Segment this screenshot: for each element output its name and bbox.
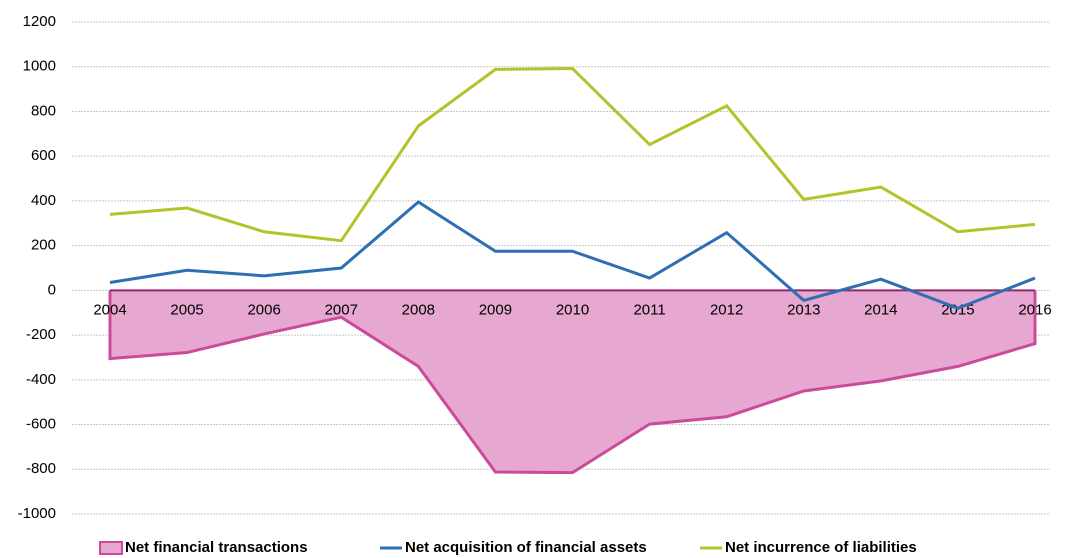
x-tick-label: 2007 [325, 301, 358, 318]
legend-label: Net incurrence of liabilities [725, 539, 917, 556]
y-tick-label: 0 [48, 281, 56, 298]
y-tick-label: 400 [31, 192, 56, 209]
line [109, 67, 1036, 243]
legend-label: Net acquisition of financial assets [405, 539, 647, 556]
y-tick-label: 800 [31, 102, 56, 119]
x-tick-label: 2004 [93, 301, 126, 318]
x-tick-label: 2012 [710, 301, 743, 318]
y-tick-label: 600 [31, 147, 56, 164]
x-tick-label: 2005 [170, 301, 203, 318]
x-tick-label: 2010 [556, 301, 589, 318]
y-tick-label: 1000 [23, 58, 56, 75]
y-tick-label: -1000 [18, 505, 56, 522]
line [109, 200, 1036, 310]
area [110, 290, 1035, 473]
legend-label: Net financial transactions [125, 539, 308, 556]
x-tick-label: 2006 [247, 301, 280, 318]
y-tick-label: -600 [26, 416, 56, 433]
x-tick-label: 2011 [633, 301, 665, 318]
x-tick-label: 2013 [787, 301, 820, 318]
area-edge [108, 290, 1037, 475]
y-tick-label: -200 [26, 326, 56, 343]
x-tick-label: 2008 [402, 301, 435, 318]
x-tick-label: 2014 [864, 301, 897, 318]
y-tick-label: 1200 [23, 13, 56, 30]
x-tick-label: 2016 [1018, 301, 1051, 318]
y-tick-label: -400 [26, 371, 56, 388]
y-tick-label: 200 [31, 237, 56, 254]
x-tick-label: 2009 [479, 301, 512, 318]
y-tick-label: -800 [26, 460, 56, 477]
legend-swatch [99, 541, 123, 555]
